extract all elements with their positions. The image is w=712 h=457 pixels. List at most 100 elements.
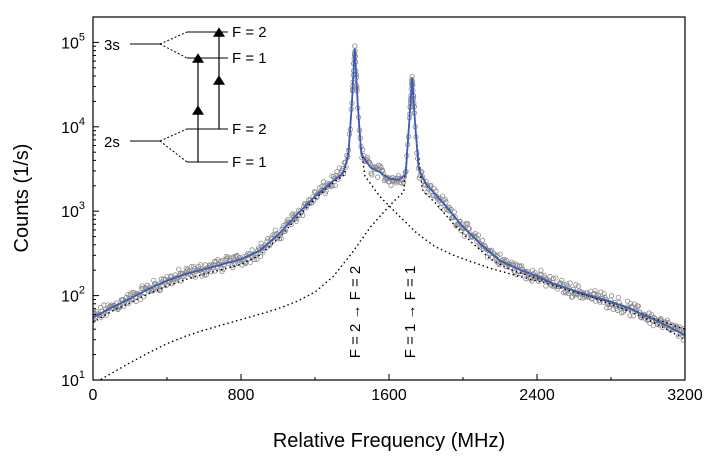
x-tick-label: 3200 — [667, 387, 703, 404]
level-label-2s: 2s — [104, 134, 120, 151]
data-point — [369, 172, 375, 178]
y-axis-ticks: 101 102 103 104 105 — [61, 16, 99, 390]
data-point — [247, 259, 253, 265]
fit-component-2 — [98, 80, 685, 380]
fit-components-layer — [93, 49, 685, 380]
fit-curve — [93, 48, 685, 336]
y-tick-label: 102 — [61, 285, 85, 306]
split-line-2s-lower — [159, 140, 188, 163]
data-point — [627, 313, 633, 319]
data-point — [480, 237, 486, 243]
data-point — [231, 254, 237, 260]
data-point — [541, 272, 547, 279]
data-point — [442, 196, 448, 203]
data-point — [496, 261, 502, 268]
data-point — [538, 267, 544, 273]
data-point — [615, 294, 621, 301]
data-point — [260, 250, 266, 256]
data-point — [378, 165, 384, 171]
data-point — [335, 174, 342, 180]
data-point — [325, 182, 331, 188]
data-point — [178, 278, 184, 284]
data-point — [554, 286, 561, 292]
data-point — [680, 337, 685, 343]
energy-level-diagram: 3s F = 2 F = 1 2s F = 2 F = 1 — [104, 24, 267, 171]
plot-area — [93, 43, 685, 380]
data-point — [300, 212, 306, 219]
split-line-3s-lower — [159, 43, 188, 59]
data-point — [572, 292, 578, 298]
data-point — [257, 253, 263, 259]
data-point — [644, 317, 651, 323]
data-point — [380, 167, 386, 174]
data-point — [519, 263, 525, 269]
peak-label-f2-f2: F = 2 → F = 2 — [347, 266, 364, 359]
data-point — [553, 275, 559, 281]
data-point — [332, 182, 338, 189]
y-axis-title: Counts (1/s) — [11, 144, 33, 253]
data-point — [375, 174, 381, 180]
data-point — [563, 290, 569, 296]
x-axis-ticks: 0 800 1600 2400 3200 — [89, 374, 703, 404]
data-point — [229, 262, 235, 268]
data-point — [261, 245, 267, 251]
data-point — [435, 195, 442, 201]
plot-frame — [92, 16, 686, 381]
data-point — [624, 298, 631, 304]
data-point — [290, 211, 296, 217]
label-2s-f2: F = 2 — [232, 121, 267, 138]
y-tick-label: 104 — [61, 116, 85, 137]
peak-label-f1-f1: F = 1 → F = 1 — [402, 266, 419, 359]
x-tick-label: 1600 — [371, 387, 407, 404]
data-point — [577, 294, 583, 300]
label-3s-f1: F = 1 — [232, 50, 267, 67]
data-point — [650, 323, 656, 329]
label-3s-f2: F = 2 — [232, 24, 267, 41]
data-point — [466, 226, 472, 232]
data-point — [443, 199, 449, 205]
split-line-2s-upper — [159, 128, 188, 142]
data-point — [614, 307, 621, 313]
data-point — [452, 214, 458, 220]
data-point — [163, 282, 169, 289]
data-point — [278, 235, 284, 242]
data-point — [573, 282, 579, 288]
data-point — [535, 278, 541, 284]
x-axis-title: Relative Frequency (MHz) — [273, 430, 505, 452]
x-tick-label: 800 — [228, 387, 255, 404]
data-point — [564, 281, 570, 287]
data-point — [191, 263, 197, 270]
data-point — [203, 272, 209, 278]
label-2s-f1: F = 1 — [232, 154, 267, 171]
fit-component-1 — [93, 49, 685, 330]
data-point — [140, 285, 146, 292]
y-tick-label: 103 — [61, 200, 85, 221]
data-point — [601, 291, 607, 297]
data-point — [465, 220, 471, 227]
data-point — [254, 256, 260, 262]
data-point — [294, 215, 300, 222]
data-point — [565, 290, 571, 296]
x-tick-label: 0 — [89, 387, 98, 404]
data-point — [454, 222, 460, 228]
data-point — [282, 228, 288, 234]
data-point — [217, 258, 223, 264]
data-point — [352, 43, 358, 49]
data-point — [668, 322, 675, 328]
data-point — [400, 179, 407, 186]
data-point — [575, 283, 581, 289]
fit-curve-layer — [93, 48, 685, 336]
split-line-3s-upper — [159, 31, 188, 45]
data-point — [249, 247, 255, 253]
data-point — [428, 183, 434, 189]
data-point — [232, 254, 238, 260]
data-point — [395, 173, 402, 179]
data-point — [176, 266, 182, 272]
data-point — [433, 188, 439, 194]
data-point — [192, 274, 198, 280]
data-point — [322, 190, 328, 196]
data-point — [126, 300, 132, 306]
data-point — [559, 277, 565, 283]
level-label-3s: 3s — [104, 37, 120, 54]
